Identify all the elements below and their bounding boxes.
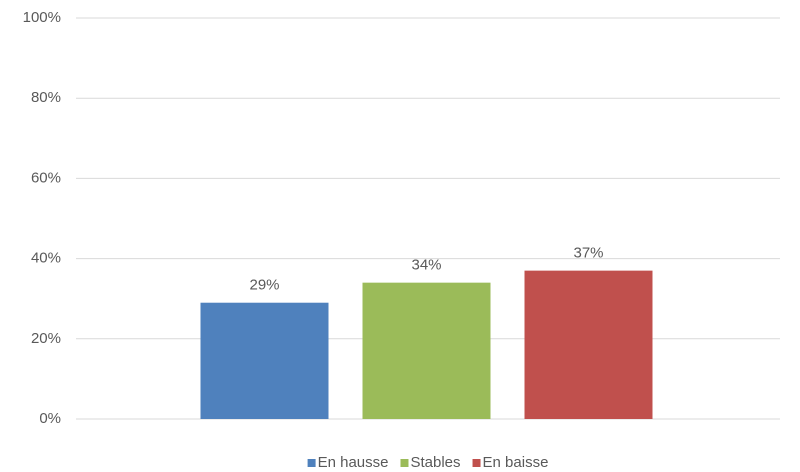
legend-swatch (400, 459, 409, 467)
bar (362, 282, 491, 419)
bar (200, 302, 329, 419)
y-tick-label: 20% (31, 330, 61, 347)
y-tick-label: 60% (31, 169, 61, 186)
data-label: 29% (249, 277, 279, 294)
legend-swatch (307, 459, 316, 467)
data-label: 34% (411, 257, 441, 274)
y-tick-label: 80% (31, 89, 61, 106)
data-label: 37% (573, 245, 603, 262)
y-tick-label: 40% (31, 250, 61, 267)
legend-label: En hausse (318, 454, 389, 471)
bar (524, 270, 653, 419)
legend-label: En baisse (483, 454, 549, 471)
legend-swatch (472, 459, 481, 467)
legend-label: Stables (410, 454, 460, 471)
y-tick-label: 0% (39, 410, 61, 427)
y-tick-label: 100% (23, 9, 61, 26)
